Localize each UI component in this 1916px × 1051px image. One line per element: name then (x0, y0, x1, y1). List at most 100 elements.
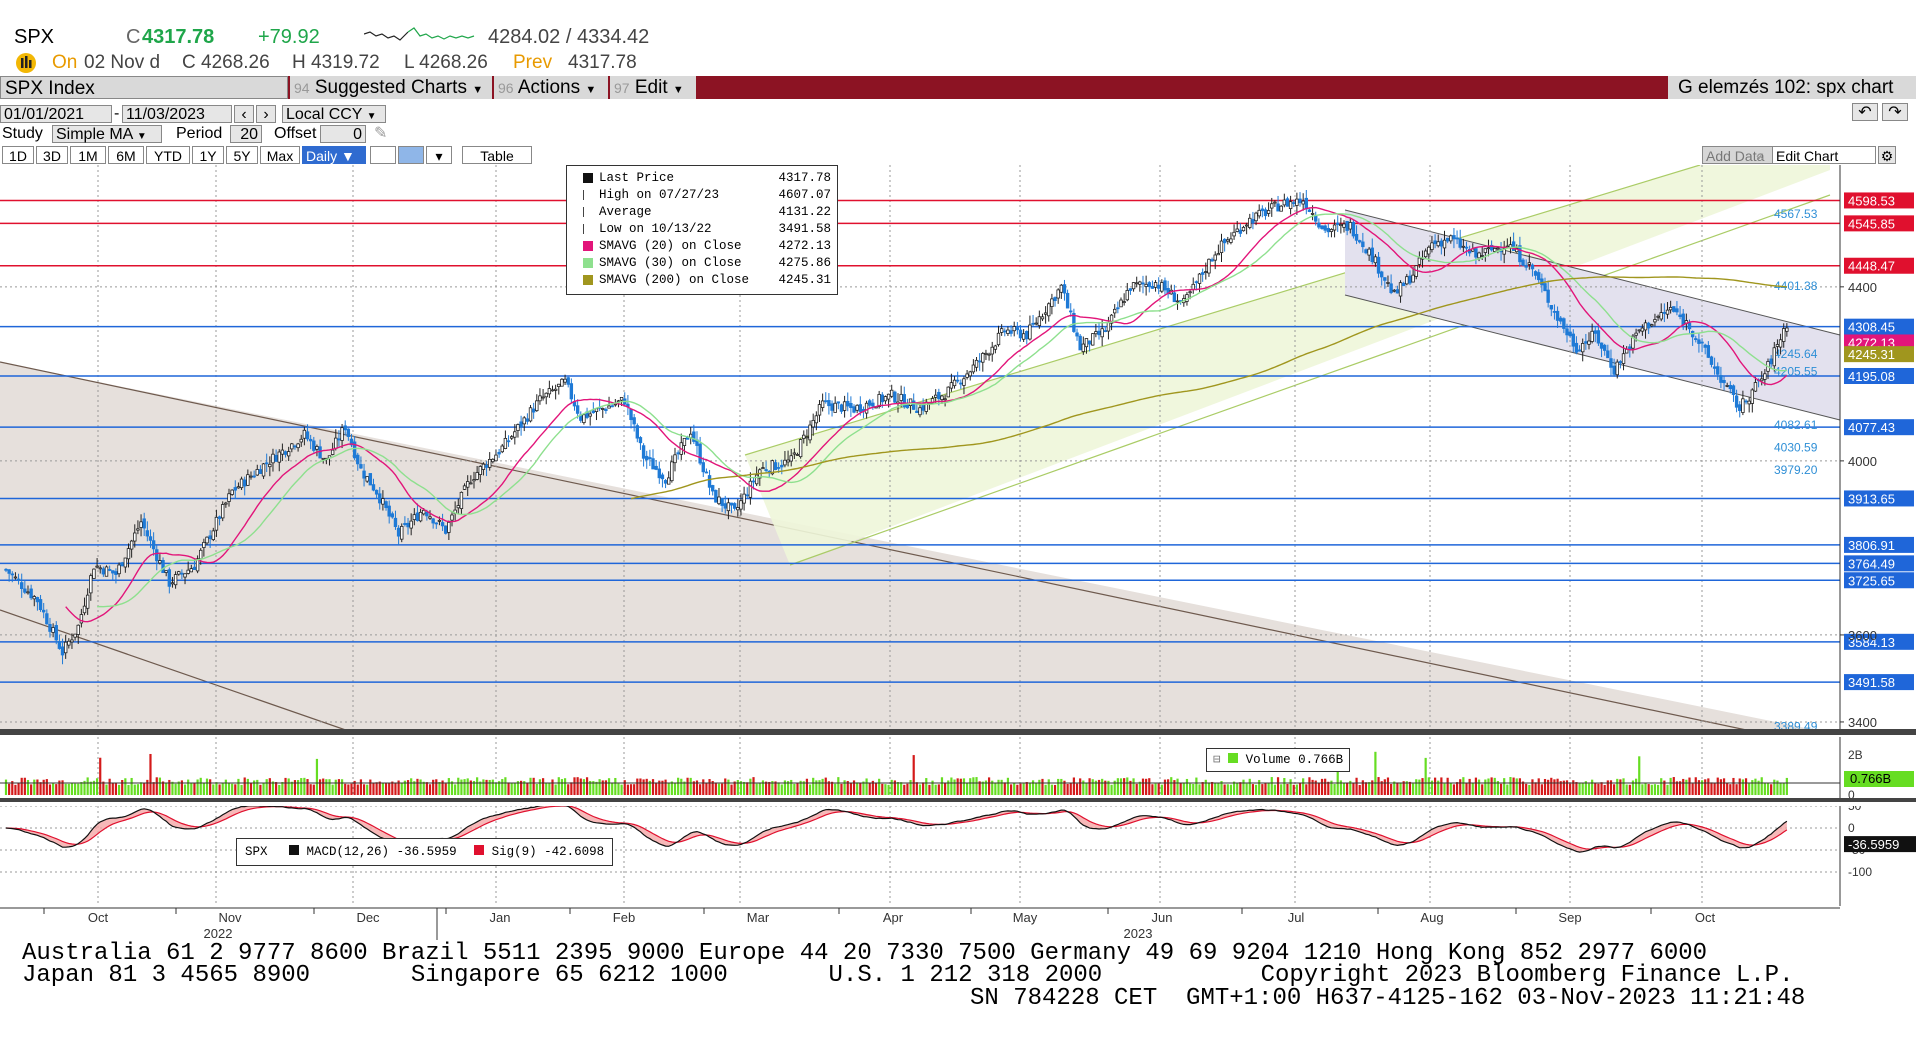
period-input[interactable]: 20 (230, 125, 262, 143)
candle-body (1753, 382, 1758, 392)
x-tick-label: Mar (747, 910, 770, 925)
volume-bar (677, 777, 680, 795)
candle-body (940, 395, 944, 401)
chart-style-button[interactable] (398, 146, 424, 164)
volume-bar (532, 777, 535, 795)
volume-bar (234, 784, 237, 795)
candle-body (1087, 340, 1092, 345)
volume-bar (1145, 778, 1148, 795)
volume-bar (328, 779, 331, 795)
volume-bar (1782, 782, 1785, 795)
volume-bar (1129, 780, 1132, 795)
candle-body (1188, 291, 1192, 294)
volume-badge-bg (1844, 771, 1914, 787)
candle-body (1430, 242, 1434, 250)
collapse-icon[interactable]: « (1756, 147, 1764, 163)
candle-body (544, 392, 548, 398)
candle-body (136, 528, 140, 531)
volume-bar (190, 782, 193, 795)
range-button-6m[interactable]: 6M (108, 146, 144, 164)
actions-button[interactable]: 96 Actions ▼ (494, 76, 608, 99)
redo-button[interactable]: ↷ (1882, 103, 1908, 121)
undo-button[interactable]: ↶ (1852, 103, 1878, 121)
recent-lower-line (1344, 294, 1841, 421)
candle-body (274, 454, 278, 462)
legend-name: High on 07/27/23 (599, 188, 720, 202)
volume-bar (846, 781, 849, 795)
more-options-button[interactable]: ▾ (426, 146, 452, 164)
candle-body (1518, 245, 1522, 263)
volume-bar (1188, 783, 1192, 795)
volume-bar (981, 781, 984, 795)
range-button-1d[interactable]: 1D (2, 146, 34, 164)
volume-bar (752, 777, 755, 795)
volume-bar (30, 784, 33, 795)
candle-body (252, 475, 256, 478)
volume-bar (1132, 778, 1135, 795)
volume-bar (529, 777, 532, 795)
volume-bar (300, 778, 303, 795)
start-date-input[interactable]: 01/01/2021 (0, 105, 112, 123)
range-button-1m[interactable]: 1M (70, 146, 106, 164)
candle-body (808, 424, 812, 441)
volume-bar (604, 780, 608, 795)
table-button[interactable]: Table (462, 146, 532, 164)
suggested-charts-button[interactable]: 94 Suggested Charts ▼ (290, 76, 492, 99)
candle-body (1317, 222, 1321, 228)
next-period-button[interactable]: › (256, 105, 276, 123)
candle-body (1483, 248, 1488, 253)
volume-bar (1383, 779, 1386, 795)
undo-icon: ↶ (1858, 104, 1872, 121)
candle-body (1452, 235, 1456, 240)
study-select[interactable]: Simple MA ▼ (52, 125, 162, 143)
end-date-input[interactable]: 11/03/2023 (122, 105, 232, 123)
candle-body (1379, 271, 1384, 278)
candle-body (26, 591, 30, 594)
volume-bar (1088, 778, 1091, 795)
candle-body (1135, 282, 1139, 285)
candle-body (246, 474, 250, 486)
macd-legend: SPX MACD(12,26) -36.5959 Sig(9) -42.6098 (236, 838, 614, 866)
volume-bar (1390, 784, 1393, 795)
volume-bar (1270, 777, 1273, 795)
candle-body (1364, 249, 1368, 254)
settings-icon[interactable]: ⚙ (1878, 146, 1896, 164)
candle-body (717, 496, 721, 505)
security-field[interactable]: SPX Index (0, 76, 288, 99)
range-button-5y[interactable]: 5Y (226, 146, 258, 164)
candle-body (268, 463, 272, 468)
candle-body (1128, 288, 1133, 291)
prev-period-button[interactable]: ‹ (234, 105, 254, 123)
volume-bar (384, 782, 388, 795)
range-button-ytd[interactable]: YTD (146, 146, 190, 164)
currency-select[interactable]: Local CCY ▼ (282, 105, 386, 123)
volume-bar (1261, 784, 1264, 795)
candle-body (1496, 247, 1500, 250)
volume-bar (1245, 783, 1248, 795)
candle-body (877, 394, 881, 408)
level-badge-bg (1844, 633, 1914, 650)
range-button-3d[interactable]: 3D (36, 146, 68, 164)
sma30-line (97, 213, 1787, 608)
offset-input[interactable]: 0 (320, 125, 366, 143)
volume-bar (1267, 783, 1270, 795)
volume-bar (1594, 782, 1597, 795)
chart-type-button[interactable] (370, 146, 396, 164)
edit-button[interactable]: 97 Edit ▼ (610, 76, 696, 99)
level-badge: 4598.53 (1844, 192, 1914, 209)
volume-bar (1512, 777, 1515, 795)
edit-chart-button[interactable]: Edit Chart (1772, 146, 1876, 164)
candle-body (1474, 248, 1478, 258)
candle-body (1012, 326, 1016, 332)
candle-body (635, 425, 640, 439)
candle-body (676, 452, 680, 455)
pencil-icon[interactable]: ✎ (374, 125, 388, 142)
candle-body (1769, 358, 1773, 365)
volume-bar (1236, 782, 1239, 795)
candle-body (1329, 229, 1334, 232)
range-button-max[interactable]: Max (260, 146, 300, 164)
range-button-1y[interactable]: 1Y (192, 146, 224, 164)
volume-bar (293, 780, 297, 795)
frequency-select[interactable]: Daily ▼ (302, 146, 366, 164)
signal-value: -42.6098 (544, 845, 605, 859)
